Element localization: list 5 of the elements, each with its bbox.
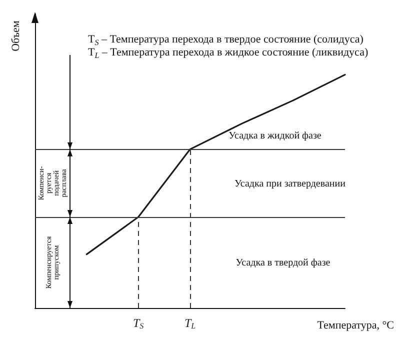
- annotation: Усадка при затвердевании: [234, 178, 346, 190]
- annotation: Усадка в жидкой фазе: [228, 130, 322, 142]
- y-axis-title: Объем: [10, 20, 22, 52]
- x-axis-title: Температура, °C: [317, 320, 394, 332]
- annotation: Усадка в твердой фазе: [236, 258, 331, 268]
